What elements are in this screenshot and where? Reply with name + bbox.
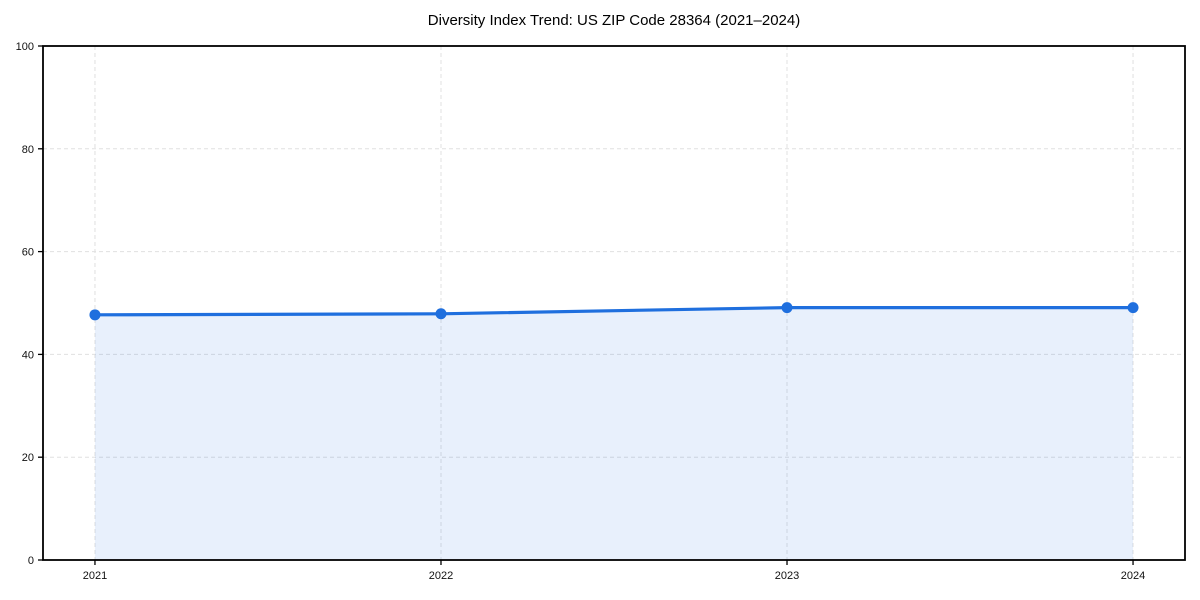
area-fill	[94, 307, 1134, 560]
y-tick-label: 60	[22, 247, 34, 259]
y-tick-label: 20	[22, 452, 34, 464]
data-point-marker	[781, 302, 793, 314]
y-tick-label: 80	[22, 144, 34, 156]
x-tick-label: 2023	[775, 570, 799, 582]
x-tick-label: 2022	[429, 570, 453, 582]
trend-line	[93, 306, 1135, 317]
chart-title: Diversity Index Trend: US ZIP Code 28364…	[427, 12, 801, 29]
y-tick-label: 40	[22, 349, 34, 361]
data-point-marker	[1127, 302, 1139, 314]
y-tick-label: 0	[28, 555, 34, 567]
y-tick-label: 100	[16, 41, 34, 53]
data-point-marker	[89, 309, 101, 321]
x-tick-label: 2024	[1121, 570, 1145, 582]
data-point-marker	[435, 308, 447, 320]
plot-border	[42, 45, 1186, 561]
x-tick-label: 2021	[83, 570, 107, 582]
